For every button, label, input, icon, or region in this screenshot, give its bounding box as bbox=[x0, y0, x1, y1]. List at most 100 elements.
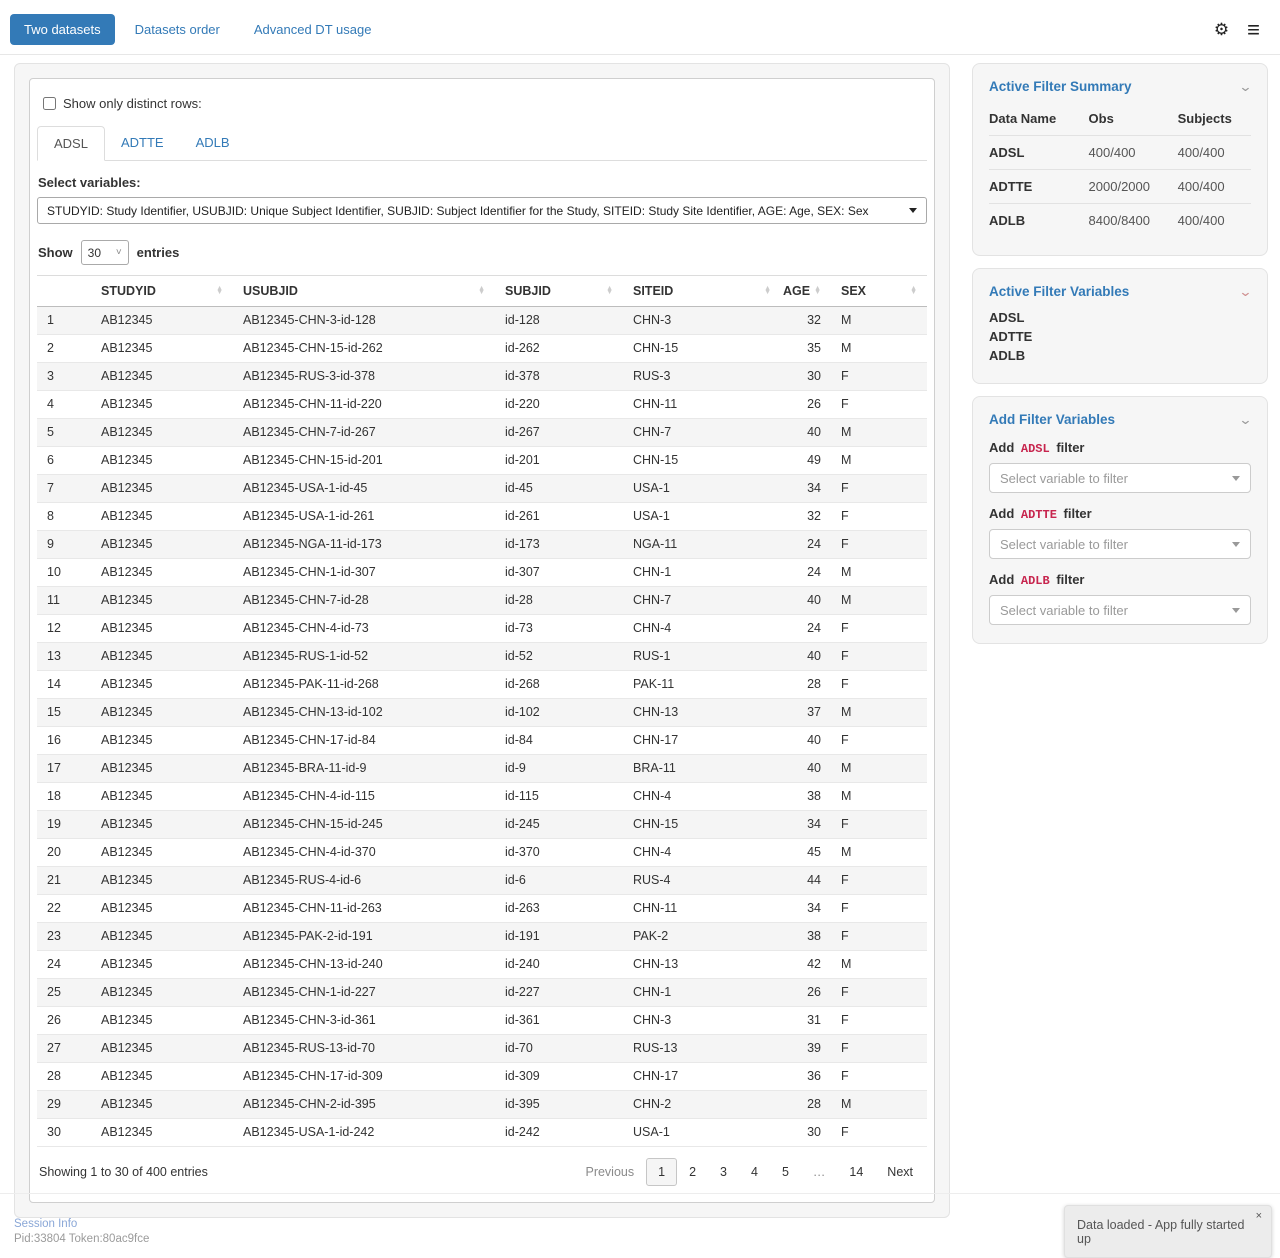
table-row: 27 AB12345 AB12345-RUS-13-id-70 id-70 RUS-13… bbox=[37, 1034, 927, 1063]
data-table-header: STUDYID ▲ ▼ USUBJID ▲ ▼ SUBJID ▲ ▼ SITEID ▲ ▼ AGE ▲ ▼ S… bbox=[37, 275, 927, 307]
sort-icon: ▲ ▼ bbox=[478, 285, 485, 296]
filter-select-placeholder: Select variable to filter bbox=[1000, 602, 1128, 618]
dataset-tabs: ADSL ADTTE ADLB bbox=[37, 126, 927, 161]
column-header-subjid[interactable]: SUBJID ▲ ▼ bbox=[495, 275, 623, 307]
filter-select-placeholder: Select variable to filter bbox=[1000, 536, 1128, 552]
table-row: 4 AB12345 AB12345-CHN-11-id-220 id-220 CHN-1… bbox=[37, 390, 927, 419]
dataset-tab-adtte[interactable]: ADTTE bbox=[120, 135, 164, 150]
column-header-sex[interactable]: SEX ▲ ▼ bbox=[831, 275, 927, 307]
add-adtte-filter-label: Add ADTTE filter bbox=[989, 506, 1092, 522]
add-adtte-filter-select[interactable]: Select variable to filter bbox=[989, 529, 1251, 559]
table-row: 15 AB12345 AB12345-CHN-13-id-102 id-102 CHN-… bbox=[37, 698, 927, 727]
column-header-usubjid[interactable]: USUBJID ▲ ▼ bbox=[233, 275, 495, 307]
module-tabs: Two datasets Datasets order Advanced DT us… bbox=[10, 14, 385, 45]
table-row: 16 AB12345 AB12345-CHN-17-id-84 id-84 CHN-17… bbox=[37, 726, 927, 755]
add-adlb-filter-label: Add ADLB filter bbox=[989, 572, 1085, 588]
sort-icon: ▲ ▼ bbox=[216, 285, 223, 296]
process-token-text: Pid:33804 Token:80ac9fce bbox=[14, 1233, 150, 1245]
sort-icon: ▲ ▼ bbox=[814, 285, 821, 296]
column-label: SUBJID bbox=[505, 284, 551, 298]
hamburger-icon[interactable]: ≡ bbox=[1247, 16, 1260, 42]
nav-tab-advanced-dt-usage[interactable]: Advanced DT usage bbox=[253, 22, 372, 37]
gear-icon[interactable]: ⚙ bbox=[1213, 20, 1230, 39]
panel-title: Add Filter Variables bbox=[989, 412, 1116, 427]
dataset-tab-adsl[interactable]: ADSL bbox=[37, 126, 105, 161]
chevron-down-icon bbox=[1232, 541, 1240, 547]
column-header-studyid[interactable]: STUDYID ▲ ▼ bbox=[91, 275, 233, 307]
table-row: 13 AB12345 AB12345-RUS-1-id-52 id-52 RUS-1 40… bbox=[37, 642, 927, 671]
close-icon[interactable]: × bbox=[1255, 1210, 1262, 1222]
page-size-select[interactable]: 30 ˅ bbox=[80, 240, 129, 265]
chevron-down-icon bbox=[909, 208, 917, 213]
table-row: 12 AB12345 AB12345-CHN-4-id-73 id-73 CHN-4 24… bbox=[37, 614, 927, 643]
sort-icon: ▲ ▼ bbox=[910, 285, 917, 296]
top-navbar: Two datasets Datasets order Advanced DT us… bbox=[0, 0, 1280, 55]
summary-col-subjects: Subjects bbox=[1177, 111, 1232, 126]
add-adsl-filter-label: Add ADSL filter bbox=[989, 440, 1085, 456]
page-button-1[interactable]: 1 bbox=[646, 1158, 678, 1186]
page-button-next[interactable]: Next bbox=[887, 1165, 913, 1179]
filter-select-placeholder: Select variable to filter bbox=[1000, 470, 1128, 486]
sort-icon: ▲ ▼ bbox=[606, 285, 613, 296]
select-variables-value: STUDYID: Study Identifier, USUBJID: Uniq… bbox=[47, 203, 869, 218]
page-button-5[interactable]: 5 bbox=[781, 1165, 789, 1179]
column-label: STUDYID bbox=[101, 284, 156, 298]
table-row: 5 AB12345 AB12345-CHN-7-id-267 id-267 CHN-7 4… bbox=[37, 418, 927, 447]
dataset-tab-adlb[interactable]: ADLB bbox=[195, 135, 230, 150]
table-row: 8 AB12345 AB12345-USA-1-id-261 id-261 USA-1 3… bbox=[37, 502, 927, 531]
add-adsl-filter-select[interactable]: Select variable to filter bbox=[989, 463, 1251, 493]
table-row: 2 AB12345 AB12345-CHN-15-id-262 id-262 CHN-1… bbox=[37, 334, 927, 363]
panel-title: Active Filter Variables bbox=[989, 284, 1130, 299]
table-row: 21 AB12345 AB12345-RUS-4-id-6 id-6 RUS-4 44 F bbox=[37, 866, 927, 895]
data-table-body: 1 AB12345 AB12345-CHN-3-id-128 id-128 CHN-3 3… bbox=[37, 306, 927, 1147]
nav-tab-datasets-order[interactable]: Datasets order bbox=[134, 22, 220, 37]
summary-row: ADTTE 2000/2000 400/400 bbox=[989, 169, 1251, 204]
table-row: 19 AB12345 AB12345-CHN-15-id-245 id-245 CHN-… bbox=[37, 810, 927, 839]
filter-variable-adtte: ADTTE bbox=[989, 329, 1033, 344]
collapse-icon[interactable]: ⌄ bbox=[1238, 79, 1253, 94]
select-variables-dropdown[interactable]: STUDYID: Study Identifier, USUBJID: Uniq… bbox=[37, 197, 927, 224]
chevron-down-icon bbox=[1232, 475, 1240, 481]
page-button-2[interactable]: 2 bbox=[689, 1165, 697, 1179]
table-row: 7 AB12345 AB12345-USA-1-id-45 id-45 USA-1 34 F bbox=[37, 474, 927, 503]
page-button-14[interactable]: 14 bbox=[849, 1165, 864, 1179]
nav-tab-two-datasets[interactable]: Two datasets bbox=[10, 14, 115, 45]
page-button-previous[interactable]: Previous bbox=[585, 1165, 635, 1179]
add-filter-groups: Add ADSL filter Select variable to filter… bbox=[989, 440, 1251, 625]
table-row: 20 AB12345 AB12345-CHN-4-id-370 id-370 CHN-4… bbox=[37, 838, 927, 867]
summary-row: ADSL 400/400 400/400 bbox=[989, 135, 1251, 170]
filter-summary-table: Data Name Obs Subjects ADSL 400/400 400/400 A… bbox=[989, 106, 1251, 237]
page-button-4[interactable]: 4 bbox=[750, 1165, 758, 1179]
content-card: Show only distinct rows: ADSL ADTTE ADLB S… bbox=[29, 78, 935, 1203]
data-table: STUDYID ▲ ▼ USUBJID ▲ ▼ SUBJID ▲ ▼ SITEID ▲ ▼ AGE ▲ ▼ S… bbox=[37, 275, 927, 1147]
add-adlb-filter-select[interactable]: Select variable to filter bbox=[989, 595, 1251, 625]
length-suffix-label: entries bbox=[136, 245, 180, 260]
table-row: 24 AB12345 AB12345-CHN-13-id-240 id-240 CHN-… bbox=[37, 950, 927, 979]
chevron-down-icon: ˅ bbox=[115, 246, 122, 258]
column-header-age[interactable]: AGE ▲ ▼ bbox=[781, 275, 831, 307]
column-label: SITEID bbox=[633, 284, 674, 298]
active-filter-variables-panel: Active Filter Variables ⌄ ADSL ADTTE ADLB bbox=[972, 268, 1268, 384]
add-filter-variables-panel: Add Filter Variables ⌄ Add ADSL filter Se… bbox=[972, 396, 1268, 644]
page-button-3[interactable]: 3 bbox=[720, 1165, 727, 1179]
distinct-rows-checkbox[interactable] bbox=[43, 97, 56, 110]
active-filter-variables-list: ADSL ADTTE ADLB bbox=[989, 308, 1251, 365]
length-prefix-label: Show bbox=[38, 245, 73, 260]
column-header-siteid[interactable]: SITEID ▲ ▼ bbox=[623, 275, 781, 307]
page-footer: Session Info Pid:33804 Token:80ac9fce bbox=[0, 1193, 1280, 1245]
column-header-rownum bbox=[37, 275, 91, 307]
table-row: 23 AB12345 AB12345-PAK-2-id-191 id-191 PAK-2… bbox=[37, 922, 927, 951]
table-row: 28 AB12345 AB12345-CHN-17-id-309 id-309 CHN-… bbox=[37, 1062, 927, 1091]
page-size-value: 30 bbox=[87, 245, 102, 260]
collapse-icon[interactable]: ⌄ bbox=[1238, 284, 1253, 299]
sort-icon: ▲ ▼ bbox=[764, 285, 771, 296]
chevron-down-icon bbox=[1232, 607, 1240, 613]
table-info: Showing 1 to 30 of 400 entries bbox=[39, 1165, 208, 1179]
collapse-icon[interactable]: ⌄ bbox=[1238, 412, 1253, 427]
module-panel: Show only distinct rows: ADSL ADTTE ADLB S… bbox=[14, 63, 950, 1218]
session-info-link[interactable]: Session Info bbox=[14, 1218, 78, 1230]
table-row: 10 AB12345 AB12345-CHN-1-id-307 id-307 CHN-1… bbox=[37, 558, 927, 587]
table-row: 14 AB12345 AB12345-PAK-11-id-268 id-268 PAK-… bbox=[37, 670, 927, 699]
table-row: 26 AB12345 AB12345-CHN-3-id-361 id-361 CHN-3… bbox=[37, 1006, 927, 1035]
page-button-: … bbox=[812, 1165, 826, 1179]
